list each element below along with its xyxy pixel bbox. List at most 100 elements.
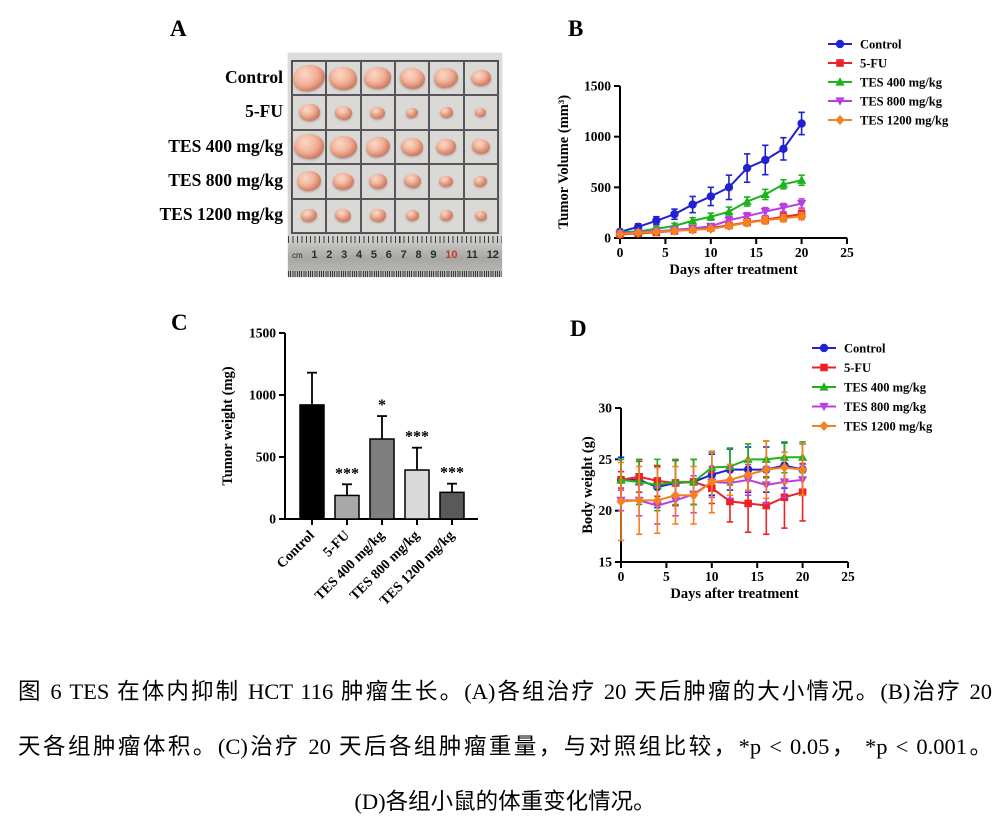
tumor-specimen — [474, 210, 488, 222]
tumor-cell — [394, 95, 430, 130]
ruler-number: 9 — [430, 249, 437, 261]
tumor-specimen — [370, 106, 386, 119]
tumor-cell — [394, 61, 430, 96]
ruler-number: 2 — [326, 249, 333, 261]
svg-text:Days after treatment: Days after treatment — [670, 586, 798, 602]
caption-line-1: 图 6 TES 在体内抑制 HCT 116 肿瘤生长。(A)各组治疗 20 天后… — [18, 679, 992, 704]
svg-text:TES 1200 mg/kg: TES 1200 mg/kg — [844, 420, 933, 434]
group-label: TES 400 mg/kg — [168, 135, 283, 156]
tumor-cell — [326, 95, 361, 130]
ruler-number: 7 — [400, 249, 407, 261]
tumor-cell — [394, 198, 430, 233]
ruler-number: 4 — [356, 249, 363, 261]
svg-text:1500: 1500 — [584, 79, 611, 94]
tumor-cell — [292, 164, 327, 199]
caption-line-3: (D)各组小鼠的体重变化情况。 — [354, 789, 656, 814]
svg-text:500: 500 — [591, 180, 612, 195]
svg-text:Body weight (g): Body weight (g) — [580, 436, 596, 534]
tumor-cell — [463, 164, 498, 199]
svg-text:10: 10 — [704, 245, 718, 260]
tumor-cell — [394, 164, 430, 199]
tumor-specimen — [439, 106, 454, 119]
svg-text:Days after treatment: Days after treatment — [669, 262, 797, 278]
tumor-cell — [360, 198, 395, 233]
svg-text:5-FU: 5-FU — [860, 57, 887, 71]
svg-text:0: 0 — [618, 569, 625, 584]
tumor-specimen — [363, 66, 392, 90]
tumor-cell — [429, 198, 464, 233]
svg-text:1000: 1000 — [584, 129, 611, 144]
tumor-specimen — [298, 103, 321, 122]
svg-text:***: *** — [405, 429, 429, 446]
tumor-cell — [360, 164, 395, 199]
tumor-cell — [394, 129, 430, 165]
tumor-cell — [292, 129, 327, 165]
svg-text:5-FU: 5-FU — [844, 361, 871, 375]
svg-text:*: * — [378, 397, 386, 414]
body-weight-chart: 15 20 25 30 0 5 10 15 20 25 Days after treatment Bo… — [580, 342, 933, 603]
tumor-cell — [326, 61, 361, 96]
tumor-specimen — [398, 65, 427, 91]
tumor-specimen — [329, 134, 358, 160]
tumor-specimen — [439, 209, 454, 223]
svg-text:0: 0 — [269, 512, 276, 527]
tumor-specimen — [369, 209, 386, 223]
svg-text:Control: Control — [274, 528, 318, 572]
tumor-cell — [292, 198, 327, 233]
svg-text:Tumor weight (mg): Tumor weight (mg) — [220, 366, 236, 485]
svg-text:20: 20 — [795, 245, 809, 260]
tumor-cell — [326, 198, 361, 233]
tumor-volume-chart: 0 500 1000 1500 0 5 10 15 20 25 Days after treatme… — [556, 38, 949, 279]
group-label: TES 800 mg/kg — [168, 169, 283, 190]
group-label: Control — [224, 66, 283, 87]
tumor-cell — [326, 129, 361, 165]
caption-line-2: 天各组肿瘤体积。(C)治疗 20 天后各组肿瘤重量，与对照组比较，*p < 0.… — [18, 734, 992, 759]
svg-text:TES 400 mg/kg: TES 400 mg/kg — [860, 76, 943, 90]
panel-a-label: A — [170, 16, 187, 41]
tumor-specimen — [470, 69, 492, 88]
tumor-specimen — [334, 208, 353, 224]
svg-text:1000: 1000 — [249, 388, 276, 403]
tumor-cell — [360, 129, 395, 165]
ruler-ticks-bottom — [288, 271, 502, 277]
tumor-specimen — [474, 107, 487, 118]
ruler-number: 8 — [415, 249, 422, 261]
tumor-cell — [463, 95, 498, 130]
tumor-cell — [326, 164, 361, 199]
tumor-specimen — [294, 134, 325, 160]
tumor-cell — [429, 61, 464, 96]
svg-text:30: 30 — [599, 401, 613, 416]
tumor-specimen — [293, 63, 326, 94]
svg-text:5-FU: 5-FU — [321, 528, 353, 560]
svg-text:Tumor Volume (mm³): Tumor Volume (mm³) — [556, 95, 572, 229]
tumor-specimen — [368, 173, 388, 190]
svg-text:***: *** — [440, 465, 464, 482]
tumor-specimen — [364, 135, 392, 159]
svg-text:TES 800 mg/kg: TES 800 mg/kg — [844, 400, 927, 414]
tumor-cell — [463, 198, 498, 233]
svg-text:20: 20 — [796, 569, 810, 584]
tumor-specimen — [405, 209, 420, 222]
ruler-number: 12 — [486, 249, 499, 261]
tumor-cell — [292, 95, 327, 130]
svg-text:25: 25 — [599, 452, 613, 467]
tumor-specimen — [470, 138, 491, 156]
tumor-cell — [463, 129, 498, 165]
tumor-specimen — [333, 104, 353, 121]
svg-text:1500: 1500 — [249, 326, 276, 341]
tumor-specimen — [402, 173, 422, 190]
tumor-photo-row-labels: Control 5-FU TES 400 mg/kg TES 800 mg/kg TES… — [60, 60, 284, 232]
ruler-number: 5 — [370, 249, 378, 261]
panel-d-label: D — [570, 316, 587, 341]
figure-caption: 图 6 TES 在体内抑制 HCT 116 肿瘤生长。(A)各组治疗 20 天后… — [18, 664, 992, 824]
ruler-numbers: cm 1 2 3 4 5 6 7 8 9 10 11 12 — [292, 249, 499, 261]
tumor-specimen — [328, 65, 359, 91]
svg-text:5: 5 — [663, 569, 670, 584]
svg-text:20: 20 — [599, 503, 613, 518]
tumor-specimen — [434, 68, 459, 89]
svg-text:Control: Control — [844, 342, 886, 356]
svg-text:TES 400 mg/kg: TES 400 mg/kg — [844, 381, 927, 395]
tumor-specimen — [405, 107, 419, 119]
tumor-cell — [463, 61, 498, 96]
tumor-specimen — [473, 175, 488, 188]
